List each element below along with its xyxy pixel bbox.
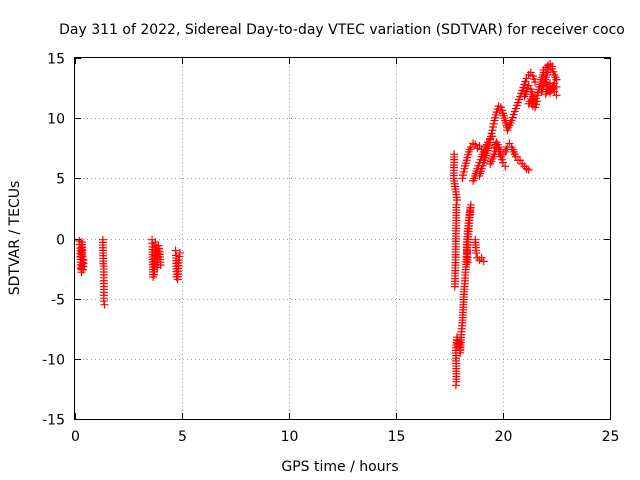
data-point — [463, 258, 472, 267]
y-tick-label: 0 — [56, 233, 65, 249]
y-tick-label: -5 — [51, 293, 65, 309]
y-axis-label: SDTVAR / TECUs — [7, 181, 23, 296]
data-point — [175, 248, 184, 257]
y-tick-label: 5 — [56, 172, 65, 188]
data-point — [472, 248, 481, 257]
data-point — [479, 257, 488, 266]
x-tick-label: 15 — [388, 429, 406, 445]
data-point — [501, 162, 510, 171]
data-point — [516, 156, 525, 165]
data-point — [100, 300, 109, 309]
x-tick-label: 10 — [281, 429, 299, 445]
y-tick-label: -10 — [42, 353, 65, 369]
chart-title: Day 311 of 2022, Sidereal Day-to-day VTE… — [59, 22, 625, 38]
data-point — [452, 200, 461, 209]
data-point — [524, 165, 533, 174]
x-tick-label: 5 — [178, 429, 187, 445]
axis-ticks: 0 5 10 15 20 25 -15 -10 -5 0 5 10 15 — [42, 52, 619, 446]
data-point — [450, 150, 459, 159]
x-tick-label: 20 — [495, 429, 513, 445]
data-point — [552, 82, 561, 91]
data-point — [552, 91, 561, 100]
data-point — [548, 62, 557, 71]
data-point — [99, 297, 108, 306]
y-tick-label: -15 — [42, 413, 65, 429]
x-axis-label: GPS time / hours — [281, 459, 398, 475]
data-point — [156, 260, 165, 269]
x-tick-label: 0 — [71, 429, 80, 445]
x-tick-label: 25 — [602, 429, 620, 445]
data-point — [79, 256, 88, 265]
y-tick-label: 10 — [47, 112, 65, 128]
data-points — [75, 60, 561, 390]
plot-frame — [74, 57, 611, 420]
y-tick-label: 15 — [47, 52, 65, 68]
data-point — [533, 97, 542, 106]
